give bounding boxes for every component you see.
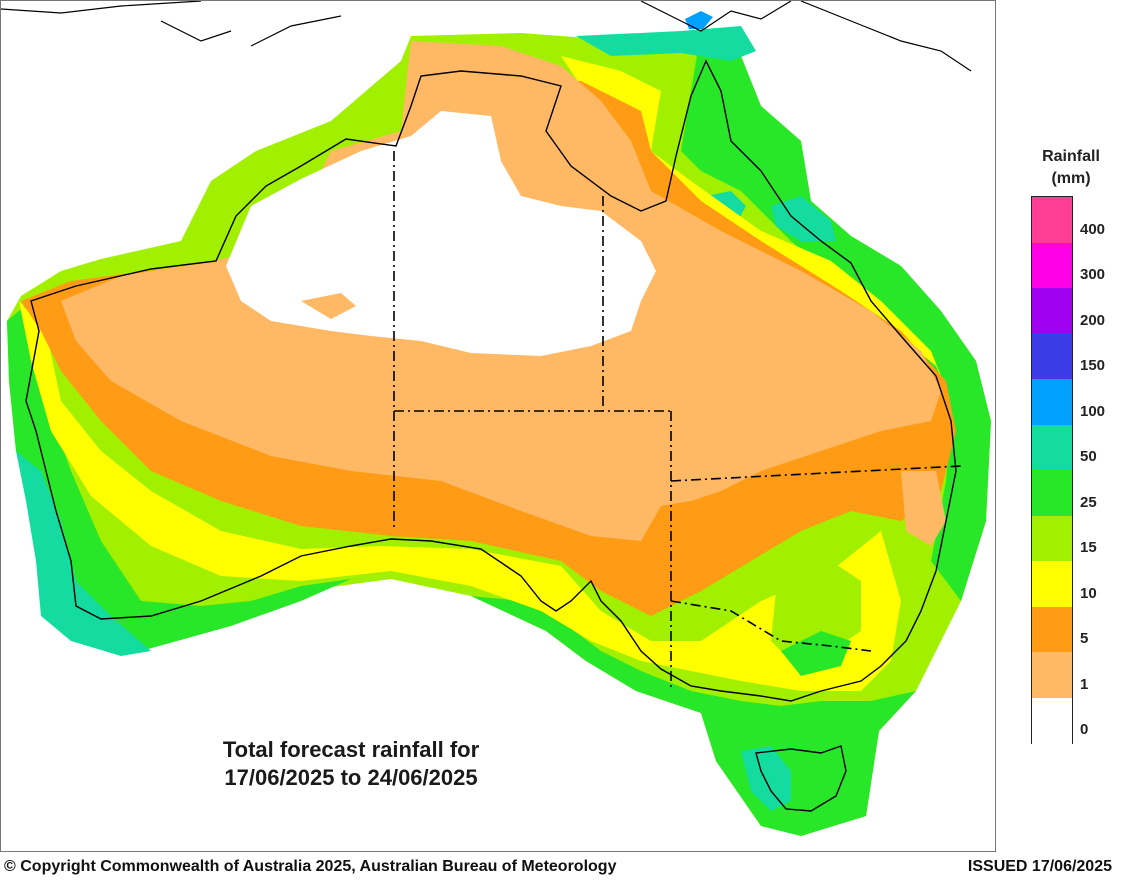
legend-label-100: 100	[1080, 402, 1106, 420]
rain-zone-0mm-hole	[301, 293, 356, 319]
legend-label-300: 300	[1080, 266, 1106, 283]
copyright-notice: © Copyright Commonwealth of Australia 20…	[4, 858, 617, 875]
legend-label-15: 15	[1080, 539, 1097, 556]
legend-label-25: 25	[1080, 493, 1097, 511]
australia-rainfall-map-graphic	[1, 1, 991, 836]
legend-swatch-400	[1032, 197, 1072, 243]
rainfall-map: Total forecast rainfall for 17/06/2025 t…	[0, 0, 996, 852]
rain-zone-25mm-vic	[781, 631, 851, 676]
legend-swatch-25	[1032, 470, 1072, 516]
rain-zone-50mm-cape	[576, 26, 756, 61]
map-title-line2: 17/06/2025 to 24/06/2025	[224, 765, 478, 790]
rain-zone-25mm-east	[681, 31, 991, 601]
map-title: Total forecast rainfall for 17/06/2025 t…	[151, 736, 551, 792]
legend-title: Rainfall (mm)	[1020, 146, 1122, 190]
rain-zone-15mm-vic	[771, 561, 861, 661]
legend-label-10: 10	[1080, 584, 1097, 602]
legend-swatch-300	[1032, 242, 1072, 289]
rain-zone-100mm-cape	[685, 11, 713, 29]
issued-date: ISSUED 17/06/2025	[967, 858, 1112, 875]
rain-zone-50mm-tas	[741, 746, 791, 811]
tasmania-coastline	[755, 745, 847, 812]
legend-swatch-10	[1032, 561, 1072, 607]
legend-label-150: 150	[1080, 357, 1106, 374]
legend-label-5: 5	[1080, 630, 1089, 647]
legend-swatch-15	[1032, 515, 1072, 562]
australia-coastline	[25, 59, 957, 702]
legend-color-bar	[1031, 196, 1073, 744]
png-coastline	[1, 1, 972, 72]
legend-swatch-200	[1032, 288, 1072, 334]
rain-zone-50mm-qld	[771, 196, 836, 241]
rain-zone-50mm-sw	[16, 451, 151, 656]
map-title-line1: Total forecast rainfall for	[222, 737, 480, 762]
state-borders	[393, 151, 962, 691]
legend-swatch-0	[1032, 697, 1072, 744]
legend-title-line1: Rainfall	[1042, 148, 1100, 165]
legend-label-0: 0	[1080, 721, 1089, 738]
legend-label-50: 50	[1080, 448, 1097, 465]
legend-label-200: 200	[1080, 311, 1106, 329]
rain-zone-10mm-east	[561, 56, 951, 401]
rain-zone-25mm-south	[471, 596, 916, 836]
legend-swatch-50	[1032, 424, 1072, 471]
rain-zone-25mm-west	[7, 301, 351, 651]
legend-title-line2: (mm)	[1051, 170, 1091, 187]
rain-zone-1mm-se	[901, 471, 946, 546]
legend-swatch-100	[1032, 379, 1072, 425]
legend-label-1: 1	[1080, 675, 1089, 693]
legend-label-400: 400	[1080, 220, 1106, 238]
legend-swatch-150	[1032, 333, 1072, 380]
legend-swatch-5	[1032, 606, 1072, 653]
legend-swatch-1	[1032, 652, 1072, 698]
